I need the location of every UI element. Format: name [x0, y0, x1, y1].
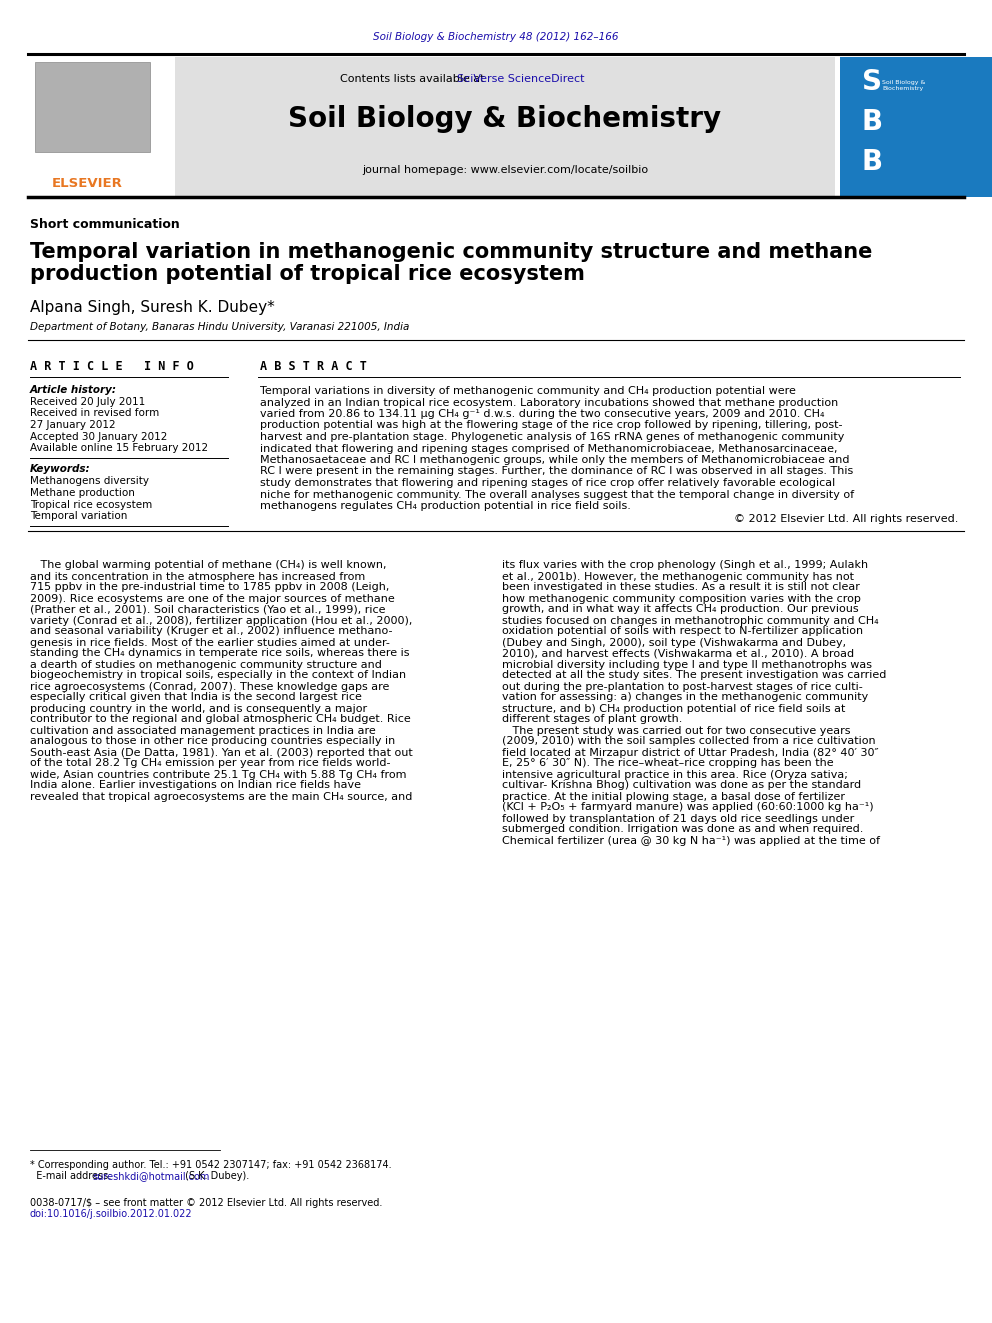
Text: a dearth of studies on methanogenic community structure and: a dearth of studies on methanogenic comm… — [30, 659, 382, 669]
Text: A B S T R A C T: A B S T R A C T — [260, 360, 367, 373]
Text: (2009, 2010) with the soil samples collected from a rice cultivation: (2009, 2010) with the soil samples colle… — [502, 737, 876, 746]
Text: journal homepage: www.elsevier.com/locate/soilbio: journal homepage: www.elsevier.com/locat… — [362, 165, 648, 175]
Text: (Prather et al., 2001). Soil characteristics (Yao et al., 1999), rice: (Prather et al., 2001). Soil characteris… — [30, 605, 386, 614]
Text: India alone. Earlier investigations on Indian rice fields have: India alone. Earlier investigations on I… — [30, 781, 361, 791]
Text: Temporal variation in methanogenic community structure and methane: Temporal variation in methanogenic commu… — [30, 242, 872, 262]
Text: 715 ppbv in the pre-industrial time to 1785 ppbv in 2008 (Leigh,: 715 ppbv in the pre-industrial time to 1… — [30, 582, 390, 593]
Text: analyzed in an Indian tropical rice ecosystem. Laboratory incubations showed tha: analyzed in an Indian tropical rice ecos… — [260, 397, 838, 407]
Text: detected at all the study sites. The present investigation was carried: detected at all the study sites. The pre… — [502, 671, 887, 680]
Text: B: B — [862, 148, 883, 176]
Text: different stages of plant growth.: different stages of plant growth. — [502, 714, 682, 725]
Text: Soil Biology & Biochemistry 48 (2012) 162–166: Soil Biology & Biochemistry 48 (2012) 16… — [373, 32, 619, 42]
Text: Received in revised form: Received in revised form — [30, 409, 160, 418]
Text: producing country in the world, and is consequently a major: producing country in the world, and is c… — [30, 704, 367, 713]
Text: oxidation potential of soils with respect to N-fertilizer application: oxidation potential of soils with respec… — [502, 627, 863, 636]
Bar — [28, 57, 175, 197]
Text: * Corresponding author. Tel.: +91 0542 2307147; fax: +91 0542 2368174.: * Corresponding author. Tel.: +91 0542 2… — [30, 1160, 392, 1170]
Text: cultivation and associated management practices in India are: cultivation and associated management pr… — [30, 725, 376, 736]
Text: Methane production: Methane production — [30, 488, 135, 497]
Text: S: S — [862, 67, 882, 97]
Text: (Dubey and Singh, 2000), soil type (Vishwakarma and Dubey,: (Dubey and Singh, 2000), soil type (Vish… — [502, 638, 846, 647]
Text: Received 20 July 2011: Received 20 July 2011 — [30, 397, 145, 407]
Text: rice agroecosystems (Conrad, 2007). These knowledge gaps are: rice agroecosystems (Conrad, 2007). Thes… — [30, 681, 390, 692]
Text: out during the pre-plantation to post-harvest stages of rice culti-: out during the pre-plantation to post-ha… — [502, 681, 863, 692]
Text: field located at Mirzapur district of Uttar Pradesh, India (82° 40′ 30″: field located at Mirzapur district of Ut… — [502, 747, 879, 758]
Text: Tropical rice ecosystem: Tropical rice ecosystem — [30, 500, 152, 509]
Text: Temporal variations in diversity of methanogenic community and CH₄ production po: Temporal variations in diversity of meth… — [260, 386, 796, 396]
Text: analogous to those in other rice producing countries especially in: analogous to those in other rice produci… — [30, 737, 395, 746]
Text: et al., 2001b). However, the methanogenic community has not: et al., 2001b). However, the methanogeni… — [502, 572, 854, 582]
Text: microbial diversity including type I and type II methanotrophs was: microbial diversity including type I and… — [502, 659, 872, 669]
Text: The present study was carried out for two consecutive years: The present study was carried out for tw… — [502, 725, 850, 736]
Text: Soil Biology & Biochemistry: Soil Biology & Biochemistry — [289, 105, 721, 134]
Text: indicated that flowering and ripening stages comprised of Methanomicrobiaceae, M: indicated that flowering and ripening st… — [260, 443, 837, 454]
Text: standing the CH₄ dynamics in temperate rice soils, whereas there is: standing the CH₄ dynamics in temperate r… — [30, 648, 410, 659]
Text: Temporal variation: Temporal variation — [30, 511, 127, 521]
Text: contributor to the regional and global atmospheric CH₄ budget. Rice: contributor to the regional and global a… — [30, 714, 411, 725]
Text: variety (Conrad et al., 2008), fertilizer application (Hou et al., 2000),: variety (Conrad et al., 2008), fertilize… — [30, 615, 413, 626]
Text: Article history:: Article history: — [30, 385, 117, 396]
Text: Chemical fertilizer (urea @ 30 kg N ha⁻¹) was applied at the time of: Chemical fertilizer (urea @ 30 kg N ha⁻¹… — [502, 836, 880, 845]
Text: 2010), and harvest effects (Vishwakarma et al., 2010). A broad: 2010), and harvest effects (Vishwakarma … — [502, 648, 854, 659]
Text: © 2012 Elsevier Ltd. All rights reserved.: © 2012 Elsevier Ltd. All rights reserved… — [734, 515, 958, 524]
Text: of the total 28.2 Tg CH₄ emission per year from rice fields world-: of the total 28.2 Tg CH₄ emission per ye… — [30, 758, 391, 769]
Bar — [840, 57, 992, 197]
Text: sureshkdi@hotmail.com: sureshkdi@hotmail.com — [92, 1171, 209, 1181]
Text: (S.K. Dubey).: (S.K. Dubey). — [182, 1171, 249, 1181]
Text: wide, Asian countries contribute 25.1 Tg CH₄ with 5.88 Tg CH₄ from: wide, Asian countries contribute 25.1 Tg… — [30, 770, 407, 779]
Text: 0038-0717/$ – see front matter © 2012 Elsevier Ltd. All rights reserved.: 0038-0717/$ – see front matter © 2012 El… — [30, 1199, 382, 1208]
Text: studies focused on changes in methanotrophic community and CH₄: studies focused on changes in methanotro… — [502, 615, 879, 626]
Text: cultivar- Krishna Bhog) cultivation was done as per the standard: cultivar- Krishna Bhog) cultivation was … — [502, 781, 861, 791]
Text: its flux varies with the crop phenology (Singh et al., 1999; Aulakh: its flux varies with the crop phenology … — [502, 561, 868, 570]
Text: harvest and pre-plantation stage. Phylogenetic analysis of 16S rRNA genes of met: harvest and pre-plantation stage. Phylog… — [260, 433, 844, 442]
Text: production potential was high at the flowering stage of the rice crop followed b: production potential was high at the flo… — [260, 421, 842, 430]
Text: Methanosaetaceae and RC I methanogenic groups, while only the members of Methano: Methanosaetaceae and RC I methanogenic g… — [260, 455, 849, 464]
Text: vation for assessing: a) changes in the methanogenic community: vation for assessing: a) changes in the … — [502, 692, 868, 703]
Text: how methanogenic community composition varies with the crop: how methanogenic community composition v… — [502, 594, 861, 603]
Text: study demonstrates that flowering and ripening stages of rice crop offer relativ: study demonstrates that flowering and ri… — [260, 478, 835, 488]
Text: been investigated in these studies. As a result it is still not clear: been investigated in these studies. As a… — [502, 582, 860, 593]
Text: structure, and b) CH₄ production potential of rice field soils at: structure, and b) CH₄ production potenti… — [502, 704, 845, 713]
Text: 27 January 2012: 27 January 2012 — [30, 419, 116, 430]
Text: A R T I C L E   I N F O: A R T I C L E I N F O — [30, 360, 193, 373]
Bar — [175, 57, 835, 197]
Text: practice. At the initial plowing stage, a basal dose of fertilizer: practice. At the initial plowing stage, … — [502, 791, 845, 802]
Text: Contents lists available at: Contents lists available at — [340, 74, 488, 83]
Text: The global warming potential of methane (CH₄) is well known,: The global warming potential of methane … — [30, 561, 387, 570]
Text: production potential of tropical rice ecosystem: production potential of tropical rice ec… — [30, 265, 585, 284]
Text: SciVerse ScienceDirect: SciVerse ScienceDirect — [457, 74, 584, 83]
Text: Soil Biology &
Biochemistry: Soil Biology & Biochemistry — [882, 79, 926, 91]
Text: niche for methanogenic community. The overall analyses suggest that the temporal: niche for methanogenic community. The ov… — [260, 490, 854, 500]
Text: E, 25° 6′ 30″ N). The rice–wheat–rice cropping has been the: E, 25° 6′ 30″ N). The rice–wheat–rice cr… — [502, 758, 833, 769]
Bar — [35, 62, 150, 152]
Text: varied from 20.86 to 134.11 μg CH₄ g⁻¹ d.w.s. during the two consecutive years, : varied from 20.86 to 134.11 μg CH₄ g⁻¹ d… — [260, 409, 824, 419]
Text: Department of Botany, Banaras Hindu University, Varanasi 221005, India: Department of Botany, Banaras Hindu Univ… — [30, 321, 410, 332]
Text: and seasonal variability (Kruger et al., 2002) influence methano-: and seasonal variability (Kruger et al.,… — [30, 627, 393, 636]
Text: intensive agricultural practice in this area. Rice (Oryza sativa;: intensive agricultural practice in this … — [502, 770, 848, 779]
Text: Available online 15 February 2012: Available online 15 February 2012 — [30, 443, 208, 452]
Text: ELSEVIER: ELSEVIER — [52, 177, 122, 191]
Text: growth, and in what way it affects CH₄ production. Our previous: growth, and in what way it affects CH₄ p… — [502, 605, 859, 614]
Text: genesis in rice fields. Most of the earlier studies aimed at under-: genesis in rice fields. Most of the earl… — [30, 638, 390, 647]
Text: methanogens regulates CH₄ production potential in rice field soils.: methanogens regulates CH₄ production pot… — [260, 501, 631, 511]
Text: South-east Asia (De Datta, 1981). Yan et al. (2003) reported that out: South-east Asia (De Datta, 1981). Yan et… — [30, 747, 413, 758]
Text: Short communication: Short communication — [30, 218, 180, 232]
Text: submerged condition. Irrigation was done as and when required.: submerged condition. Irrigation was done… — [502, 824, 863, 835]
Text: E-mail address:: E-mail address: — [30, 1171, 115, 1181]
Text: doi:10.1016/j.soilbio.2012.01.022: doi:10.1016/j.soilbio.2012.01.022 — [30, 1209, 192, 1218]
Text: revealed that tropical agroecosystems are the main CH₄ source, and: revealed that tropical agroecosystems ar… — [30, 791, 413, 802]
Text: and its concentration in the atmosphere has increased from: and its concentration in the atmosphere … — [30, 572, 365, 582]
Text: especially critical given that India is the second largest rice: especially critical given that India is … — [30, 692, 362, 703]
Text: (KCl + P₂O₅ + farmyard manure) was applied (60:60:1000 kg ha⁻¹): (KCl + P₂O₅ + farmyard manure) was appli… — [502, 803, 874, 812]
Text: RC I were present in the remaining stages. Further, the dominance of RC I was ob: RC I were present in the remaining stage… — [260, 467, 853, 476]
Text: 2009). Rice ecosystems are one of the major sources of methane: 2009). Rice ecosystems are one of the ma… — [30, 594, 395, 603]
Text: Alpana Singh, Suresh K. Dubey*: Alpana Singh, Suresh K. Dubey* — [30, 300, 275, 315]
Text: Keywords:: Keywords: — [30, 464, 90, 475]
Text: B: B — [862, 108, 883, 136]
Text: followed by transplantation of 21 days old rice seedlings under: followed by transplantation of 21 days o… — [502, 814, 854, 823]
Text: Methanogens diversity: Methanogens diversity — [30, 476, 149, 487]
Text: biogeochemistry in tropical soils, especially in the context of Indian: biogeochemistry in tropical soils, espec… — [30, 671, 406, 680]
Text: Accepted 30 January 2012: Accepted 30 January 2012 — [30, 431, 168, 442]
